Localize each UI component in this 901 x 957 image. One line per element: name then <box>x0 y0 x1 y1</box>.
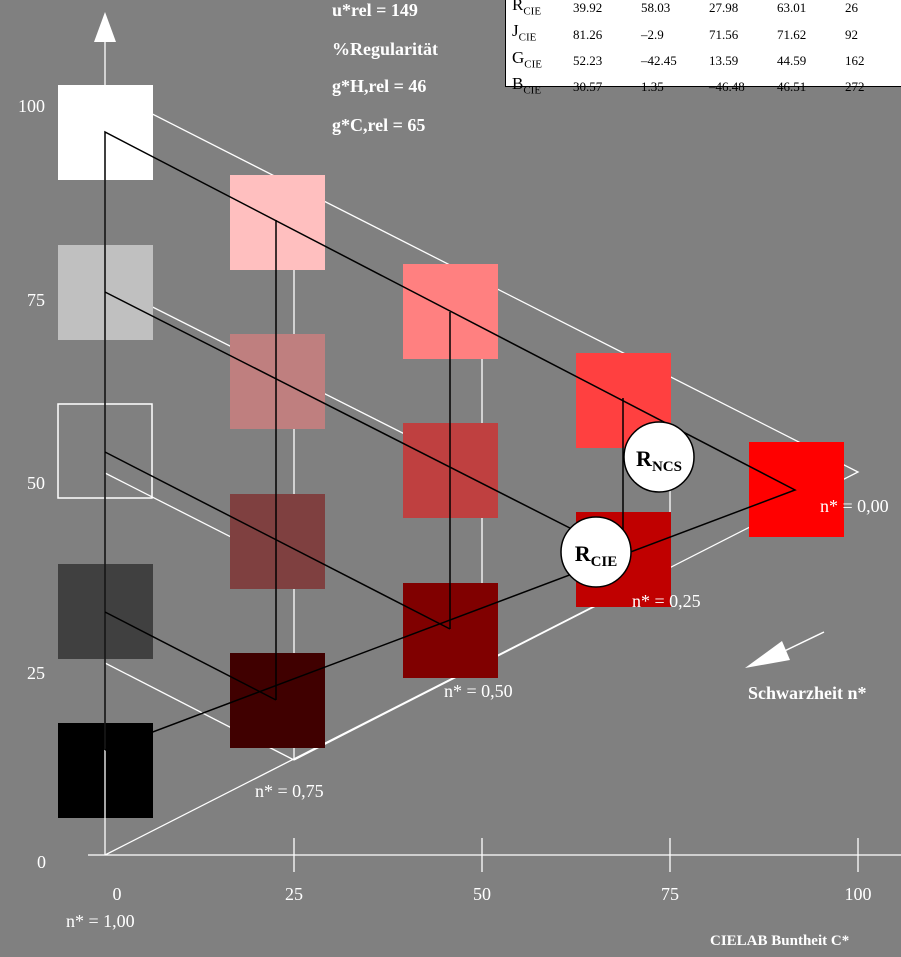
marker-cie: RCIE <box>560 516 632 588</box>
y-axis-arrow-icon <box>94 12 116 42</box>
y-tick-75: 75 <box>27 290 45 310</box>
marker-cie-main: R <box>575 541 592 566</box>
marker-ncs-main: R <box>636 446 653 471</box>
table-cell: 30.57 <box>573 79 603 95</box>
x-tick-label-50: 50 <box>473 884 491 904</box>
table-row: JCIE 81.26 –2.9 71.56 71.62 92 <box>509 21 901 47</box>
black-hline-2 <box>104 451 451 630</box>
patch-c100 <box>749 442 844 537</box>
table-cell: 52.23 <box>573 52 603 68</box>
cie-data-table: RCIE 39.92 58.03 27.98 63.01 26 JCIE 81.26 –2.9 7… <box>505 0 901 97</box>
black-triangle-grid <box>104 130 797 751</box>
row-label: GCIE <box>509 48 570 74</box>
patch-c25-2 <box>230 334 325 429</box>
footer-caption: CIELAB Buntheit C* <box>710 933 849 949</box>
table-row: BCIE 30.57 1.35 –46.48 46.51 272 <box>509 74 901 100</box>
row-label: RCIE <box>509 0 570 21</box>
patch-c25-1 <box>230 175 325 270</box>
table-cell: 162 <box>845 52 865 68</box>
u-rel-label: u*rel = 149 <box>332 0 418 20</box>
table-cell: 39.92 <box>573 0 603 16</box>
regularity-label: %Regularität <box>332 39 438 59</box>
marker-ncs-sub: NCS <box>652 459 682 475</box>
marker-cie-circle <box>560 516 632 588</box>
row-label-sub: CIE <box>518 31 537 44</box>
gh-rel-label: g*H,rel = 46 <box>332 76 426 96</box>
y-tick-25: 25 <box>27 663 45 683</box>
header-labels: u*rel = 149 %Regularität g*H,rel = 46 g*… <box>332 0 438 135</box>
white-triangle-outline <box>104 89 860 856</box>
n-label-00: n* = 0,00 <box>820 496 889 516</box>
table-row: GCIE 52.23 –42.45 13.59 44.59 162 <box>509 48 901 74</box>
y-tick-100: 100 <box>18 96 45 116</box>
svg-text:RCIE: RCIE <box>575 541 618 570</box>
table-cell: 92 <box>845 26 858 42</box>
marker-cie-sub: CIE <box>591 554 618 570</box>
row-label-sub: CIE <box>523 5 542 18</box>
blackness-caption: Schwarzheit n* <box>748 683 867 703</box>
marker-ncs-circle <box>623 421 695 493</box>
n-labels: n* = 1,00 n* = 0,75 n* = 0,50 n* = 0,25 … <box>66 496 889 931</box>
table-cell: 1.35 <box>641 79 664 95</box>
gc-rel-label: g*C,rel = 65 <box>332 115 425 135</box>
black-hline-1 <box>104 291 624 556</box>
svg-text:RNCS: RNCS <box>636 446 682 475</box>
table-cell: 81.26 <box>573 26 603 42</box>
table-cell: 63.01 <box>777 0 807 16</box>
x-tick-labels: 0 25 50 75 100 <box>113 884 872 904</box>
table-cell: –2.9 <box>641 26 664 42</box>
patch-c25-3 <box>230 494 325 589</box>
y-tick-labels: 0 25 50 75 100 <box>18 96 46 872</box>
row-label-name: R <box>512 0 524 14</box>
x-tick-label-75: 75 <box>661 884 679 904</box>
patch-c25-4 <box>230 653 325 748</box>
table-cell: 272 <box>845 79 865 95</box>
table-cell: 13.59 <box>709 52 739 68</box>
n-label-75: n* = 0,75 <box>255 781 324 801</box>
table-cell: 46.51 <box>777 79 807 95</box>
row-label-name: B <box>512 74 524 94</box>
n-label-25: n* = 0,25 <box>632 591 701 611</box>
blackness-arrow-icon <box>745 641 790 668</box>
row-label-sub: CIE <box>523 84 542 97</box>
row-label: JCIE <box>509 21 570 47</box>
table-cell: 27.98 <box>709 0 739 16</box>
color-patches <box>57 85 844 818</box>
table-cell: 71.62 <box>777 26 807 42</box>
cie-data-table-body: RCIE 39.92 58.03 27.98 63.01 26 JCIE 81.26 –2.9 7… <box>509 0 901 101</box>
y-tick-50: 50 <box>27 473 45 493</box>
x-tick-label-0: 0 <box>113 884 122 904</box>
marker-ncs: RNCS <box>623 421 695 493</box>
table-cell: 44.59 <box>777 52 807 68</box>
table-cell: 71.56 <box>709 26 739 42</box>
n-label-100: n* = 1,00 <box>66 911 135 931</box>
n-label-50: n* = 0,50 <box>444 681 513 701</box>
x-tick-label-100: 100 <box>845 884 872 904</box>
table-cell: 58.03 <box>641 0 671 16</box>
table-cell: –46.48 <box>709 79 745 95</box>
table-cell: –42.45 <box>641 52 677 68</box>
row-label: BCIE <box>509 74 570 100</box>
black-hline-3 <box>104 611 277 701</box>
y-tick-0: 0 <box>37 852 46 872</box>
row-label-sub: CIE <box>524 58 543 71</box>
table-row: RCIE 39.92 58.03 27.98 63.01 26 <box>509 0 901 21</box>
row-label-name: G <box>512 47 525 67</box>
row-label-name: J <box>512 21 519 41</box>
table-cell: 26 <box>845 0 858 16</box>
x-tick-label-25: 25 <box>285 884 303 904</box>
blackness-arrow <box>745 631 825 668</box>
